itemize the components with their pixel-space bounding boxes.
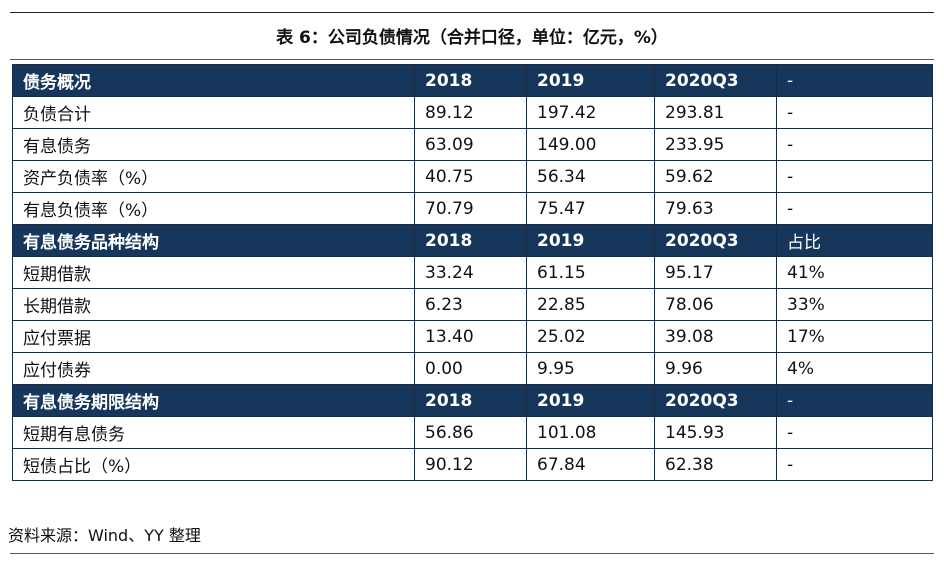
table-cell: 79.63 xyxy=(654,192,777,225)
table-row: 短期借款 33.24 61.15 95.17 41% xyxy=(12,256,933,289)
table-cell: 59.62 xyxy=(654,160,777,193)
header-cell: 2020Q3 xyxy=(654,224,777,257)
section-header-row: 债务概况 2018 2019 2020Q3 - xyxy=(12,64,933,97)
table-cell: 17% xyxy=(776,320,933,353)
table-cell: 95.17 xyxy=(654,256,777,289)
header-cell: 债务概况 xyxy=(12,64,415,97)
row-label: 长期借款 xyxy=(12,288,415,321)
table-cell: 25.02 xyxy=(526,320,655,353)
table-row: 应付票据 13.40 25.02 39.08 17% xyxy=(12,320,933,353)
section-header-row: 有息债务期限结构 2018 2019 2020Q3 - xyxy=(12,384,933,417)
table-cell: 63.09 xyxy=(414,128,527,161)
row-label: 有息负债率（%） xyxy=(12,192,415,225)
table-cell: 145.93 xyxy=(654,416,777,449)
table-row: 应付债券 0.00 9.95 9.96 4% xyxy=(12,352,933,385)
row-label: 应付债券 xyxy=(12,352,415,385)
title-rule xyxy=(10,59,934,60)
header-cell: 有息债务期限结构 xyxy=(12,384,415,417)
debt-table: 债务概况 2018 2019 2020Q3 - 负债合计 89.12 197.4… xyxy=(12,64,933,481)
table-cell: 90.12 xyxy=(414,448,527,481)
header-cell: 2018 xyxy=(414,384,527,417)
table-cell: 149.00 xyxy=(526,128,655,161)
row-label: 短期有息债务 xyxy=(12,416,415,449)
table-cell: 67.84 xyxy=(526,448,655,481)
top-rule xyxy=(10,12,934,13)
table-row: 资产负债率（%） 40.75 56.34 59.62 - xyxy=(12,160,933,193)
table-cell: 33.24 xyxy=(414,256,527,289)
table-cell: 233.95 xyxy=(654,128,777,161)
header-cell: 2018 xyxy=(414,64,527,97)
table-cell: - xyxy=(776,96,933,129)
table-cell: 56.86 xyxy=(414,416,527,449)
row-label: 短债占比（%） xyxy=(12,448,415,481)
table-cell: 70.79 xyxy=(414,192,527,225)
header-cell: 2019 xyxy=(526,224,655,257)
header-cell: 占比 xyxy=(776,224,933,257)
table-cell: 61.15 xyxy=(526,256,655,289)
header-cell: 2020Q3 xyxy=(654,64,777,97)
table-cell: 56.34 xyxy=(526,160,655,193)
table-cell: 9.95 xyxy=(526,352,655,385)
table-cell: - xyxy=(776,192,933,225)
table-row: 有息债务 63.09 149.00 233.95 - xyxy=(12,128,933,161)
row-label: 应付票据 xyxy=(12,320,415,353)
header-cell: 2019 xyxy=(526,384,655,417)
row-label: 负债合计 xyxy=(12,96,415,129)
header-cell: 2020Q3 xyxy=(654,384,777,417)
table-cell: 40.75 xyxy=(414,160,527,193)
table-cell: - xyxy=(776,160,933,193)
table-cell: 4% xyxy=(776,352,933,385)
table-cell: - xyxy=(776,128,933,161)
header-cell: 2019 xyxy=(526,64,655,97)
bottom-rule xyxy=(10,553,934,554)
table-row: 短期有息债务 56.86 101.08 145.93 - xyxy=(12,416,933,449)
table-cell: 197.42 xyxy=(526,96,655,129)
header-cell: - xyxy=(776,64,933,97)
table-cell: 62.38 xyxy=(654,448,777,481)
table-cell: 39.08 xyxy=(654,320,777,353)
table-cell: - xyxy=(776,416,933,449)
source-note: 资料来源：Wind、YY 整理 xyxy=(8,526,201,545)
section-header-row: 有息债务品种结构 2018 2019 2020Q3 占比 xyxy=(12,224,933,257)
header-cell: 2018 xyxy=(414,224,527,257)
table-cell: 101.08 xyxy=(526,416,655,449)
row-label: 有息债务 xyxy=(12,128,415,161)
table-cell: - xyxy=(776,448,933,481)
table-cell: 75.47 xyxy=(526,192,655,225)
table-cell: 22.85 xyxy=(526,288,655,321)
table-cell: 6.23 xyxy=(414,288,527,321)
table-cell: 89.12 xyxy=(414,96,527,129)
table-cell: 293.81 xyxy=(654,96,777,129)
row-label: 短期借款 xyxy=(12,256,415,289)
header-cell: 有息债务品种结构 xyxy=(12,224,415,257)
table-cell: 78.06 xyxy=(654,288,777,321)
header-cell: - xyxy=(776,384,933,417)
table-row: 短债占比（%） 90.12 67.84 62.38 - xyxy=(12,448,933,481)
table-cell: 9.96 xyxy=(654,352,777,385)
table-row: 负债合计 89.12 197.42 293.81 - xyxy=(12,96,933,129)
table-cell: 33% xyxy=(776,288,933,321)
table-row: 有息负债率（%） 70.79 75.47 79.63 - xyxy=(12,192,933,225)
row-label: 资产负债率（%） xyxy=(12,160,415,193)
table-cell: 13.40 xyxy=(414,320,527,353)
table-row: 长期借款 6.23 22.85 78.06 33% xyxy=(12,288,933,321)
table-cell: 0.00 xyxy=(414,352,527,385)
table-cell: 41% xyxy=(776,256,933,289)
table-title: 表 6：公司负债情况（合并口径，单位：亿元，%） xyxy=(276,28,668,48)
